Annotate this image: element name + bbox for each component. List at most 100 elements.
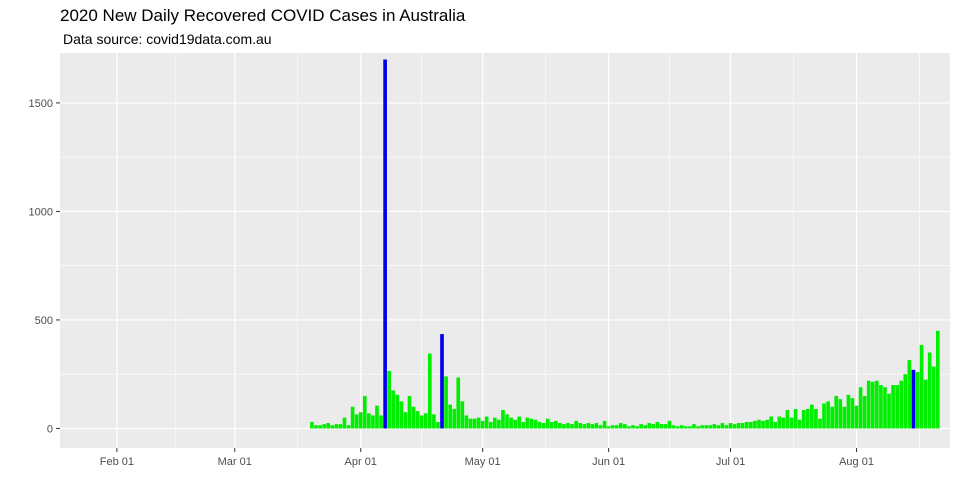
bar (858, 387, 863, 429)
bar (720, 423, 725, 429)
bar (448, 404, 452, 429)
bar (472, 418, 477, 429)
bar (590, 424, 595, 429)
plot-panel (60, 53, 950, 448)
bar (781, 417, 786, 429)
bar (338, 424, 343, 429)
bar (887, 393, 891, 429)
bar (314, 425, 318, 429)
grid-major (60, 53, 950, 448)
bar (696, 426, 700, 429)
bar (883, 387, 887, 429)
bar (537, 421, 542, 429)
bar (822, 403, 826, 429)
bar (444, 376, 448, 429)
bar (562, 424, 566, 429)
bar (870, 381, 875, 429)
bar (395, 394, 400, 429)
bar (631, 425, 635, 429)
x-tick-label: Jul 01 (716, 456, 745, 468)
bar (354, 414, 359, 429)
bar (318, 425, 322, 429)
bar (744, 421, 749, 429)
bar (618, 423, 623, 429)
bar (818, 418, 822, 429)
bar (671, 425, 676, 429)
bar (647, 423, 652, 429)
bar (452, 408, 457, 429)
bar (484, 416, 489, 429)
bar (509, 417, 513, 429)
y-tick-label: 0 (47, 423, 53, 435)
bar (749, 421, 753, 429)
bar (362, 395, 367, 429)
bar (777, 416, 782, 429)
x-tick-label: Jun 01 (592, 456, 625, 468)
bar (371, 415, 375, 429)
bar-highlight (440, 334, 444, 429)
bar (533, 419, 538, 429)
bar (655, 421, 660, 429)
bar (326, 423, 331, 429)
bar (432, 414, 436, 429)
bar (667, 420, 672, 429)
bar (923, 379, 928, 429)
bar (367, 413, 371, 429)
bar (545, 418, 550, 429)
bar (468, 418, 473, 429)
bar (915, 372, 920, 429)
bar (684, 426, 688, 429)
bar (358, 412, 363, 429)
bar (403, 412, 408, 429)
bar (602, 420, 607, 429)
bar-highlight (383, 59, 387, 429)
bar (610, 425, 615, 429)
bar (570, 424, 574, 429)
bar (553, 420, 558, 429)
bar (895, 385, 899, 429)
bar (907, 360, 912, 429)
bar (415, 411, 420, 429)
bar (460, 401, 465, 429)
bar (838, 399, 843, 429)
bar (614, 425, 619, 429)
bar (732, 424, 737, 429)
bar (651, 424, 656, 429)
bar (688, 426, 692, 429)
bar (728, 423, 733, 429)
bar (586, 423, 591, 429)
bar (708, 425, 713, 429)
bar (757, 419, 761, 429)
bar (427, 353, 432, 429)
bar (476, 417, 481, 429)
bar (501, 410, 505, 429)
bar (814, 408, 818, 429)
bar (692, 424, 696, 429)
bar-highlight (911, 369, 916, 429)
bar (330, 425, 335, 429)
bar (797, 419, 802, 429)
bar (582, 424, 587, 429)
bar (493, 417, 497, 429)
bar (346, 425, 351, 429)
bar (342, 417, 347, 429)
bar (488, 421, 493, 429)
bar (675, 426, 680, 429)
bar (785, 410, 790, 429)
bar (769, 416, 774, 429)
grid-minor (60, 53, 950, 448)
bar (903, 374, 908, 429)
bar (927, 352, 932, 429)
bar (639, 424, 643, 429)
bar (854, 405, 859, 429)
bar (391, 390, 396, 429)
x-axis: Feb 01 Mar 01 Apr 01 May 01 Jun 01 Jul 01 Aug … (100, 448, 874, 468)
bar (606, 426, 611, 429)
y-tick-label: 1000 (29, 206, 53, 218)
bar (456, 377, 461, 429)
bar (558, 423, 562, 429)
bar (322, 424, 326, 429)
chart-subtitle: Data source: covid19data.com.au (63, 31, 272, 47)
bar (899, 380, 904, 429)
bar (334, 424, 339, 429)
